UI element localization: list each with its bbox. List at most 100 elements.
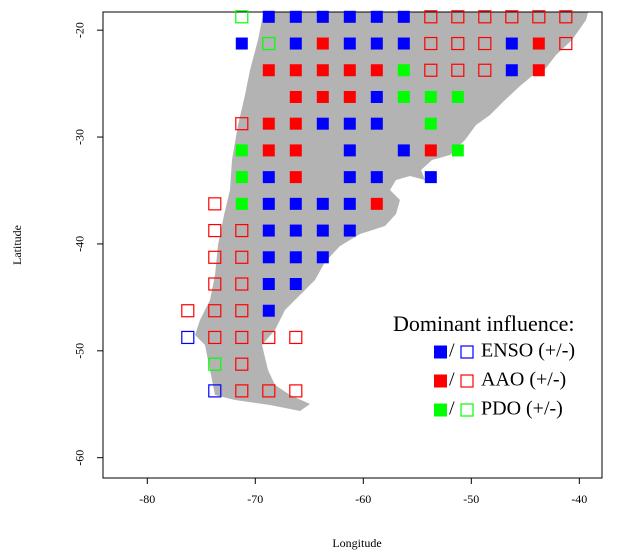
x-tick-label: -40	[571, 492, 587, 506]
grid-cell-marker	[262, 251, 275, 264]
grid-cell-marker	[289, 37, 302, 50]
grid-cell-marker	[451, 10, 465, 24]
grid-cell-marker	[343, 224, 356, 237]
legend-separator: /	[449, 369, 455, 391]
grid-cell-marker	[559, 36, 573, 51]
grid-cell-marker	[289, 10, 302, 23]
grid-cell-marker	[208, 384, 222, 398]
grid-cell-marker	[289, 330, 303, 345]
grid-cell-marker	[316, 64, 329, 77]
grid-cell-marker	[316, 10, 329, 23]
y-tick-label: -50	[73, 343, 87, 359]
grid-cell-marker	[370, 171, 383, 184]
grid-cell-marker	[208, 250, 222, 264]
grid-cell-marker	[316, 197, 329, 210]
grid-cell-marker	[370, 37, 383, 50]
grid-cell-marker	[505, 37, 518, 50]
grid-cell-marker	[397, 10, 410, 23]
legend-separator: /	[449, 398, 455, 420]
grid-cell-marker	[235, 304, 249, 318]
grid-cell-marker	[397, 144, 410, 157]
grid-cell-marker	[316, 117, 329, 130]
x-tick-label: -50	[463, 492, 479, 506]
legend-label: ENSO (+/-)	[481, 340, 575, 362]
grid-cell-marker	[262, 144, 275, 157]
grid-cell-marker	[262, 171, 275, 184]
legend-swatch-open	[460, 374, 474, 388]
grid-cell-marker	[289, 278, 302, 291]
grid-cell-marker	[235, 117, 249, 131]
grid-cell-marker	[289, 384, 303, 398]
grid-cell-marker	[451, 36, 465, 51]
grid-cell-marker	[343, 197, 356, 210]
grid-cell-marker	[208, 330, 222, 345]
grid-cell-marker	[235, 10, 249, 24]
legend-swatch-filled	[434, 403, 447, 417]
grid-cell-marker	[262, 304, 275, 317]
grid-cell-marker	[235, 250, 249, 264]
legend-swatch-filled	[434, 374, 447, 388]
grid-cell-marker	[262, 64, 275, 77]
grid-cell-marker	[235, 277, 249, 291]
grid-cell-marker	[505, 64, 518, 77]
x-tick-label: -70	[247, 492, 263, 506]
grid-cell-marker	[397, 37, 410, 50]
grid-cell-marker	[316, 90, 329, 103]
grid-cell-marker	[397, 64, 410, 77]
legend: Dominant influence: / ENSO (+/-) / AAO (+/-…	[393, 311, 575, 420]
grid-cell-marker	[235, 37, 248, 50]
grid-cell-marker	[289, 251, 302, 264]
grid-cell-marker	[289, 224, 302, 237]
grid-cell-marker	[370, 10, 383, 23]
grid-cell-marker	[181, 330, 195, 345]
grid-cell-marker	[451, 144, 464, 157]
grid-cell-marker	[235, 357, 249, 371]
grid-cell-marker	[424, 90, 437, 103]
grid-cell-marker	[316, 251, 329, 264]
grid-cell-marker	[343, 117, 356, 130]
grid-cell-marker	[424, 144, 437, 157]
grid-cell-marker	[343, 37, 356, 50]
y-tick-label: -30	[73, 129, 87, 145]
grid-cell-marker	[370, 197, 383, 210]
grid-cell-marker	[559, 10, 573, 24]
grid-cell-marker	[262, 117, 275, 130]
grid-cell-marker	[181, 304, 195, 318]
grid-cell-marker	[424, 36, 438, 51]
grid-cell-marker	[262, 384, 276, 398]
grid-cell-marker	[451, 90, 464, 103]
x-tick-label: -80	[139, 492, 155, 506]
x-axis-label: Longitude	[332, 536, 381, 550]
grid-cell-marker	[262, 10, 275, 23]
y-tick-label: -40	[73, 236, 87, 252]
grid-cell-marker	[424, 63, 438, 77]
grid-cell-marker	[478, 36, 492, 51]
legend-separator: /	[449, 340, 455, 362]
grid-cell-marker	[343, 90, 356, 103]
grid-cell-marker	[235, 384, 249, 398]
legend-swatch-filled	[434, 345, 447, 359]
marks	[181, 10, 573, 398]
grid-cell-marker	[451, 63, 465, 77]
grid-cell-marker	[424, 10, 438, 24]
grid-cell-marker	[370, 117, 383, 130]
grid-cell-marker	[532, 37, 545, 50]
grid-cell-marker	[262, 278, 275, 291]
grid-cell-marker	[208, 197, 222, 211]
grid-cell-marker	[235, 197, 248, 210]
grid-cell-marker	[262, 36, 276, 51]
grid-cell-marker	[289, 64, 302, 77]
grid-cell-marker	[289, 144, 302, 157]
land	[195, 12, 589, 411]
grid-cell-marker	[289, 171, 302, 184]
grid-cell-marker	[343, 171, 356, 184]
grid-cell-marker	[505, 10, 519, 24]
grid-cell-marker	[208, 223, 222, 238]
grid-cell-marker	[343, 144, 356, 157]
grid-cell-marker	[208, 277, 222, 291]
grid-cell-marker	[343, 64, 356, 77]
grid-cell-marker	[370, 64, 383, 77]
grid-cell-marker	[208, 357, 222, 371]
y-tick-label: -20	[73, 22, 87, 38]
